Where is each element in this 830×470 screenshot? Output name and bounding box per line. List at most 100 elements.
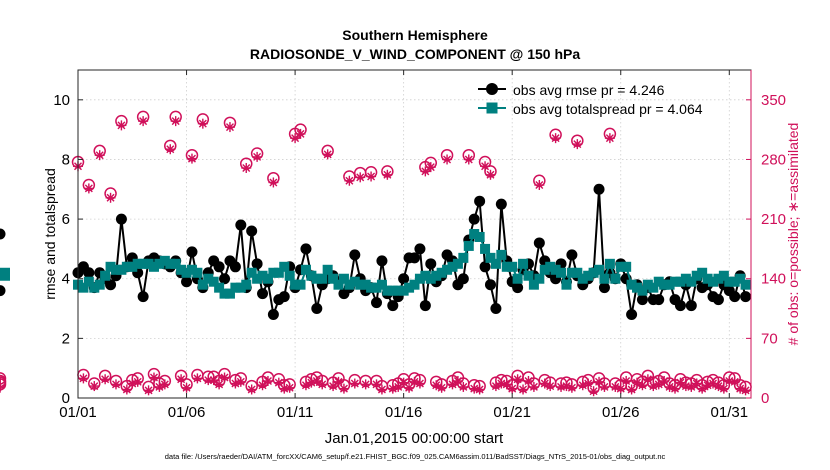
assimilated-point (458, 381, 469, 392)
spread-point (393, 285, 404, 296)
spread-point (680, 273, 691, 284)
asterisk-stroke (502, 380, 511, 389)
asterisk-stroke (437, 383, 446, 392)
rmse-point (566, 249, 578, 261)
spread-point (148, 261, 159, 272)
assimilated-point (599, 381, 610, 392)
y-left-tick-label: 10 (53, 92, 70, 109)
assimilated-point (355, 172, 366, 183)
spread-point (621, 261, 632, 272)
assimilated-point (382, 169, 393, 180)
asterisk-stroke (312, 376, 321, 385)
assimilated-point (181, 382, 192, 393)
possible-point (0, 372, 7, 385)
grid-lines (77, 70, 751, 398)
asterisk-stroke (551, 134, 560, 143)
spread-point (642, 279, 653, 290)
asterisk-stroke (345, 176, 354, 185)
y-left-tick-label: 8 (62, 151, 70, 168)
y-right-tick-label: 0 (761, 390, 769, 407)
spread-point (474, 231, 485, 242)
assimilated-point (311, 375, 322, 386)
asterisk-stroke (339, 384, 348, 393)
rmse-point (512, 282, 524, 294)
asterisk-stroke (182, 383, 191, 392)
asterisk-stroke (443, 155, 452, 164)
asterisk-stroke (426, 163, 435, 172)
spread-point (355, 279, 366, 290)
asterisk-stroke (209, 376, 218, 385)
rmse-point (300, 243, 312, 255)
assimilated-point (317, 379, 328, 390)
y-left-tick-label: 2 (62, 330, 70, 347)
assimilated-point (110, 379, 121, 390)
assimilated-point (322, 149, 333, 160)
asterisk-stroke (600, 382, 609, 391)
spread-point (724, 276, 735, 287)
asterisk-stroke (714, 382, 723, 391)
asterisk-stroke (481, 162, 490, 171)
assimilated-point (686, 381, 697, 392)
asterisk-stroke (616, 384, 625, 393)
spread-point (577, 273, 588, 284)
asterisk-stroke (242, 163, 251, 172)
asterisk-stroke (589, 387, 598, 396)
asterisk-stroke (643, 375, 652, 384)
rmse-point (474, 195, 486, 207)
rmse-point (115, 213, 127, 225)
rmse-point (419, 300, 431, 312)
rmse-point (186, 246, 198, 258)
asterisk-stroke (367, 172, 376, 181)
spread-point (436, 267, 447, 278)
assimilated-point (257, 380, 268, 391)
assimilated-point (485, 169, 496, 180)
asterisk-stroke (296, 129, 305, 138)
x-tick-label: 01/06 (168, 404, 206, 421)
spread-point (116, 264, 127, 275)
spread-point (566, 267, 577, 278)
asterisk-stroke (372, 380, 381, 389)
spread-point (735, 273, 746, 284)
asterisk-stroke (730, 377, 739, 386)
assimilated-point (697, 383, 708, 394)
spread-point (376, 279, 387, 290)
spread-point (371, 282, 382, 293)
spread-point (480, 243, 491, 254)
assimilated-point (621, 375, 632, 386)
spread-point (311, 273, 322, 284)
asterisk-stroke (291, 134, 300, 143)
rmse-point (425, 258, 437, 270)
asterisk-stroke (111, 380, 120, 389)
y-left-tick-label: 4 (62, 271, 70, 288)
spread-point (127, 261, 138, 272)
spread-point (604, 258, 615, 269)
asterisk-stroke (166, 145, 175, 154)
asterisk-stroke (133, 377, 142, 386)
spread-point (550, 264, 561, 275)
spread-point (653, 276, 664, 287)
rmse-point (490, 303, 502, 315)
spread-point (382, 285, 393, 296)
asterisk-stroke (562, 382, 571, 391)
asterisk-stroke (383, 170, 392, 179)
asterisk-stroke (741, 386, 750, 395)
rmse-point (653, 294, 665, 306)
assimilated-point (94, 150, 105, 161)
rmse-point (636, 294, 648, 306)
spread-point (496, 249, 507, 260)
spread-point (442, 264, 453, 275)
spread-point (105, 261, 116, 272)
rmse-point (598, 282, 610, 294)
assimilated-point (338, 383, 349, 394)
rmse-point (626, 309, 638, 321)
rmse-point (371, 297, 383, 309)
y-axis-label-left: rmse and totalspread (42, 168, 58, 300)
assimilated-point (186, 153, 197, 164)
assimilated-point (159, 379, 170, 390)
assimilated-point (333, 376, 344, 387)
rmse-point (468, 213, 480, 225)
spread-point (333, 279, 344, 290)
assimilated-point (105, 192, 116, 203)
spread-point (197, 279, 208, 290)
assimilated-point (436, 382, 447, 393)
